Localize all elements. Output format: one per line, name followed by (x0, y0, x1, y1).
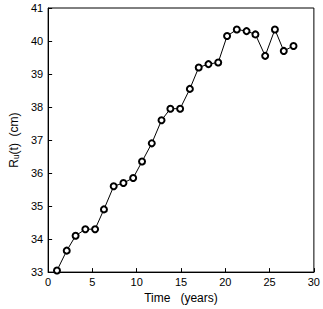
svg-text:15: 15 (175, 276, 187, 288)
svg-text:35: 35 (31, 200, 43, 212)
svg-text:41: 41 (31, 2, 43, 14)
svg-text:40: 40 (31, 35, 43, 47)
svg-text:20: 20 (219, 276, 231, 288)
svg-text:37: 37 (31, 134, 43, 146)
svg-text:34: 34 (31, 233, 43, 245)
svg-text:0: 0 (45, 276, 51, 288)
svg-text:30: 30 (308, 276, 320, 288)
svg-text:10: 10 (131, 276, 143, 288)
svg-text:5: 5 (89, 276, 95, 288)
svg-text:39: 39 (31, 68, 43, 80)
svg-text:38: 38 (31, 101, 43, 113)
svg-text:36: 36 (31, 167, 43, 179)
svg-text:Rᵤ(t) (cm): Rᵤ(t) (cm) (7, 112, 21, 167)
svg-text:25: 25 (263, 276, 275, 288)
svg-text:Time (years): Time (years) (144, 291, 218, 305)
svg-text:33: 33 (31, 266, 43, 278)
